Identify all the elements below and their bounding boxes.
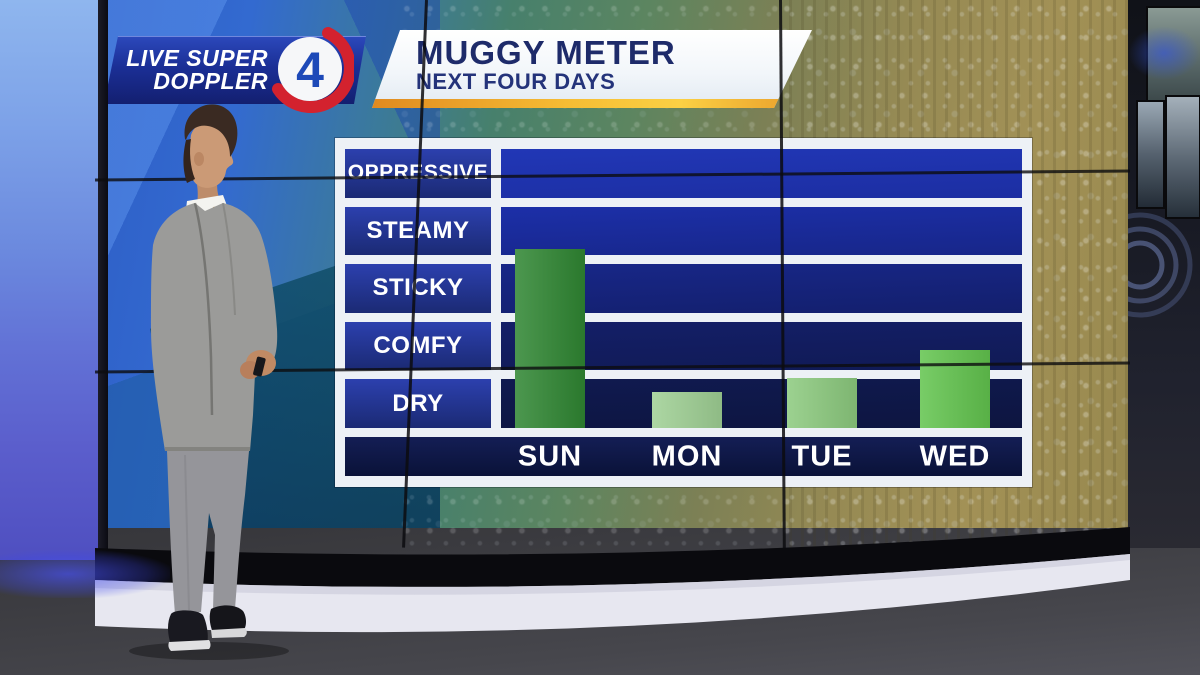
y-label-dry: DRY: [345, 379, 491, 428]
chart-title: MUGGY METER: [416, 34, 676, 71]
presenter-ear: [194, 152, 204, 166]
station-banner-line1: LIVE SUPER: [126, 45, 268, 71]
plot-row-sticky: [501, 264, 1022, 313]
x-label-sun: SUN: [517, 440, 583, 472]
presenter-shoe-left: [168, 610, 208, 645]
bar-wed: [920, 350, 990, 428]
muggy-meter-chart: OPPRESSIVE STEAMY STICKY COMFY DRY SUN M…: [335, 138, 1032, 487]
logo-channel-number: 4: [296, 42, 324, 98]
right-panel-glow: [1128, 26, 1200, 80]
jacket-lapel-line: [193, 202, 214, 416]
shoe-sole-left: [168, 640, 211, 651]
presenter-pants: [167, 451, 249, 614]
set-rings-graphic: [1128, 212, 1193, 318]
logo-red-swoosh: [272, 27, 354, 113]
jacket-arm-line: [222, 202, 236, 316]
traffic-cam-monitor-2: [1165, 95, 1200, 219]
y-label-comfy: COMFY: [345, 321, 491, 371]
presenter-hair-back: [183, 139, 195, 183]
station-banner-line2: DOPPLER: [153, 68, 268, 94]
bar-mon: [652, 392, 722, 428]
presenter-face: [189, 121, 234, 188]
logo-disc: [278, 37, 342, 101]
left-panel-frame: [98, 0, 108, 556]
bar-series: [501, 149, 1022, 428]
x-label-wed: WED: [919, 440, 991, 472]
y-label-sticky: STICKY: [345, 264, 491, 313]
x-label-mon: MON: [651, 440, 723, 472]
bar-sun: [515, 249, 585, 428]
plot-row-steamy: [501, 206, 1022, 256]
presenter-clicker: [253, 356, 266, 377]
x-axis-strip: SUN MON TUE WED: [345, 437, 1022, 476]
bar-tue: [787, 378, 857, 428]
jacket-hem: [165, 447, 250, 451]
x-label-tue: TUE: [791, 440, 853, 472]
chart-subtitle: NEXT FOUR DAYS: [416, 69, 616, 94]
weather-presenter: [129, 104, 289, 660]
title-banner: MUGGY METER NEXT FOUR DAYS: [372, 30, 812, 108]
presenter-hair: [184, 104, 238, 157]
left-lit-panel: [0, 0, 100, 560]
traffic-cam-monitor-1: [1136, 100, 1165, 209]
presenter-jacket: [151, 203, 278, 451]
channel-4-logo: 4: [272, 27, 354, 113]
title-accent-stripe: [372, 99, 812, 108]
